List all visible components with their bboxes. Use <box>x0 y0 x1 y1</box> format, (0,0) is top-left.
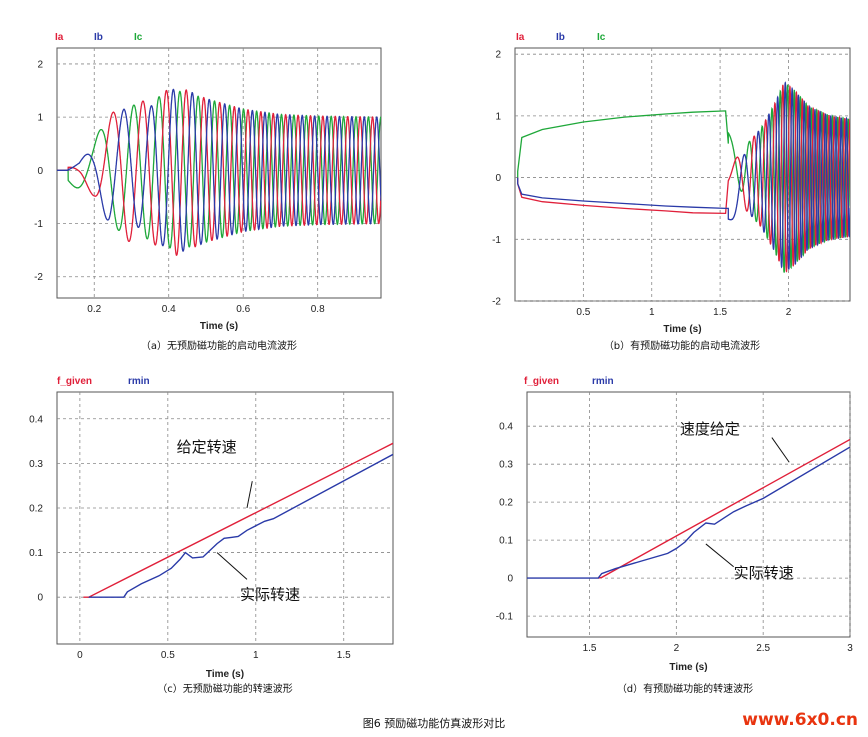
watermark-logo: www.6x0.cn <box>742 710 858 730</box>
legend-entry-f-given: f_given <box>57 376 92 387</box>
annotation-leader-line <box>771 437 790 463</box>
legend-entry-rmin: rmin <box>592 376 614 387</box>
chart-b: 0.5 1 1.5 2 -2 -1 0 1 2 Time (s) Ia Ib Ic （b）有预励磁功能的启… <box>492 32 851 352</box>
y-tick-label: 0 <box>37 593 43 604</box>
series-ib <box>57 88 381 252</box>
y-tick-label: 2 <box>495 50 501 61</box>
chart-caption: （b）有预励磁功能的启动电流波形 <box>604 339 760 352</box>
y-tick-label: 0.1 <box>29 548 43 559</box>
y-tick-label: -2 <box>492 297 501 308</box>
x-axis-label: Time (s) <box>200 321 238 332</box>
y-tick-label: 0 <box>495 173 501 184</box>
x-tick-label: 1 <box>649 307 655 318</box>
annotation-leader-line <box>246 481 253 509</box>
legend-entry-f-given: f_given <box>524 376 559 387</box>
chart-caption: （d）有预励磁功能的转速波形 <box>617 682 753 695</box>
annotation-label: 速度给定 <box>680 420 740 438</box>
annotation-leader-line <box>216 552 248 580</box>
y-tick-label: 0.3 <box>29 459 43 470</box>
y-tick-label: 0.2 <box>499 498 513 509</box>
series-rmin <box>88 453 393 598</box>
x-axis-label: Time (s) <box>206 669 244 680</box>
x-tick-label: 0.8 <box>311 304 325 315</box>
x-axis-label: Time (s) <box>669 662 707 673</box>
x-tick-label: 0.6 <box>236 304 250 315</box>
x-axis-label: Time (s) <box>663 324 701 335</box>
chart-caption: （c）无预励磁功能的转速波形 <box>157 682 293 695</box>
annotation-label: 给定转速 <box>177 438 237 456</box>
y-tick-label: 0.4 <box>29 414 43 425</box>
chart-d: 1.5 2 2.5 3 -0.1 0 0.1 0.2 0.3 0.4 Time (s) f_given… <box>496 376 853 695</box>
y-tick-label: 1 <box>495 111 501 122</box>
legend-entry-ia: Ia <box>516 32 525 43</box>
x-tick-label: 1.5 <box>583 643 597 654</box>
legend-entry-ib: Ib <box>94 32 103 43</box>
legend-entry-ic: Ic <box>597 32 606 43</box>
x-tick-label: 0.5 <box>161 650 175 661</box>
y-tick-label: 0.1 <box>499 536 513 547</box>
y-tick-label: -1 <box>34 219 43 230</box>
legend-entry-ia: Ia <box>55 32 64 43</box>
x-tick-label: 0 <box>77 650 83 661</box>
x-tick-label: 1 <box>253 650 259 661</box>
y-tick-label: -2 <box>34 272 43 283</box>
y-tick-label: 0 <box>37 166 43 177</box>
legend-entry-rmin: rmin <box>128 376 150 387</box>
series-ia <box>57 89 381 256</box>
annotation-label: 实际转速 <box>734 564 794 582</box>
y-tick-label: 2 <box>37 59 43 70</box>
x-tick-label: 0.2 <box>87 304 101 315</box>
y-tick-label: 0.3 <box>499 460 513 471</box>
chart-c: 0 0.5 1 1.5 0 0.1 0.2 0.3 0.4 Time (s) f_given rmin… <box>29 376 394 695</box>
x-tick-label: 2 <box>674 643 680 654</box>
series-f-given <box>598 438 850 579</box>
chart-caption: （a）无预励磁功能的启动电流波形 <box>141 339 297 352</box>
legend-entry-ic: Ic <box>134 32 143 43</box>
x-tick-label: 1.5 <box>713 307 727 318</box>
annotation-label: 实际转速 <box>240 585 300 603</box>
y-tick-label: 1 <box>37 113 43 124</box>
series-rmin <box>527 446 850 579</box>
x-tick-label: 0.5 <box>576 307 590 318</box>
x-tick-label: 0.4 <box>162 304 176 315</box>
legend-entry-ib: Ib <box>556 32 565 43</box>
plot-area-c <box>56 391 394 645</box>
y-tick-label: 0 <box>507 574 513 585</box>
y-tick-label: -1 <box>492 235 501 246</box>
y-tick-label: -0.1 <box>496 612 514 623</box>
plot-area-d <box>526 391 851 638</box>
x-tick-label: 3 <box>847 643 853 654</box>
y-tick-label: 0.2 <box>29 503 43 514</box>
x-tick-label: 2.5 <box>756 643 770 654</box>
x-tick-label: 1.5 <box>337 650 351 661</box>
y-tick-label: 0.4 <box>499 422 513 433</box>
x-tick-label: 2 <box>786 307 792 318</box>
figure-title: 图6 预励磁功能仿真波形对比 <box>363 716 506 730</box>
chart-a: 0.2 0.4 0.6 0.8 -2 -1 0 1 2 Time (s) Ia Ib Ic （a）无预励磁… <box>34 32 382 352</box>
series-ib <box>517 81 850 270</box>
annotation-leader-line <box>705 543 734 568</box>
